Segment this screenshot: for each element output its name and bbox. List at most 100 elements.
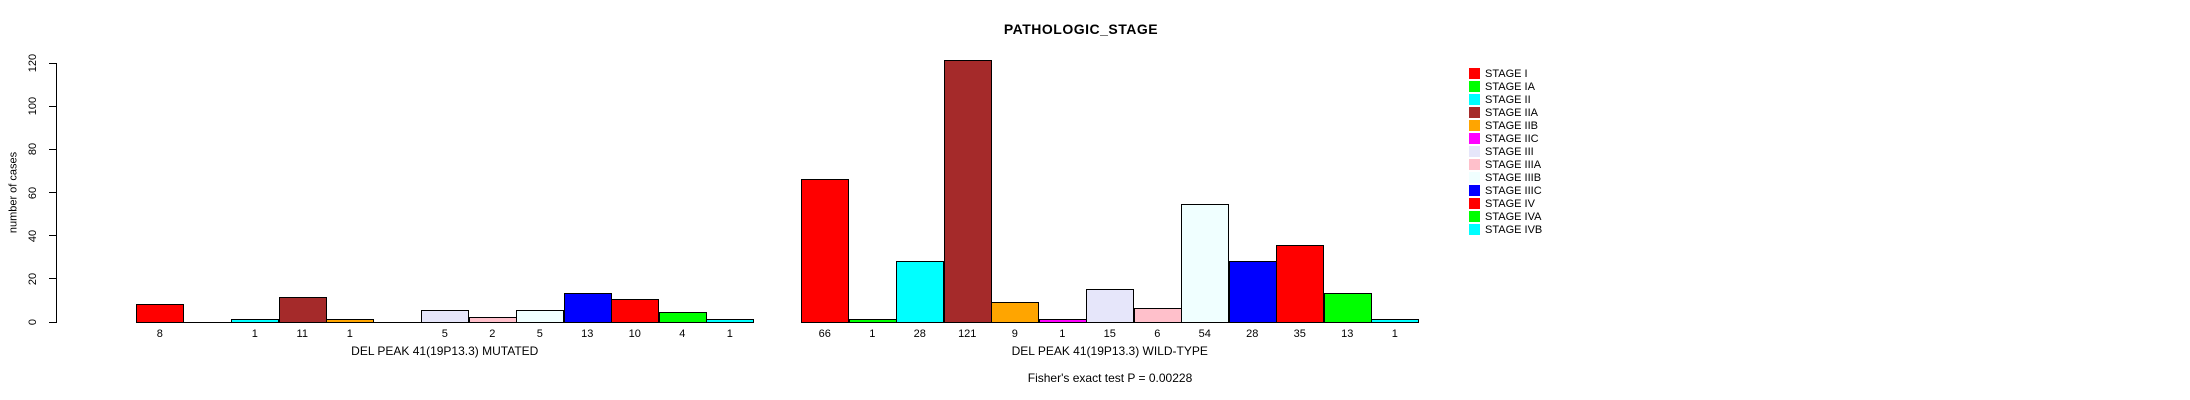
fisher-test-annotation: Fisher's exact test P = 0.00228 xyxy=(1027,371,1193,385)
bar-stage-iib xyxy=(991,302,1039,323)
legend-swatch xyxy=(1469,185,1480,196)
bar-value-label: 13 xyxy=(1341,328,1354,340)
bar-value-label: 4 xyxy=(679,328,686,340)
bar-value-label: 2 xyxy=(489,328,496,340)
bar-value-label: 9 xyxy=(1011,328,1018,340)
legend-item: STAGE IIC xyxy=(1469,132,1542,145)
legend-swatch xyxy=(1469,198,1480,209)
y-axis-tick xyxy=(49,321,57,323)
bar-value-label: 5 xyxy=(441,328,448,340)
x-axis-group-label: DEL PEAK 41(19P13.3) MUTATED xyxy=(351,344,539,358)
bar-value-label: 35 xyxy=(1293,328,1306,340)
legend-item: STAGE IVA xyxy=(1469,210,1542,223)
y-axis-tick-label: 80 xyxy=(27,143,39,156)
bar-value-label: 1 xyxy=(1059,328,1066,340)
legend-swatch xyxy=(1469,133,1480,144)
legend: STAGE I STAGE IA STAGE II STAGE IIA STAGE II… xyxy=(1469,67,1542,236)
legend-swatch xyxy=(1469,120,1480,131)
legend-label: STAGE IIIC xyxy=(1485,184,1542,197)
y-axis-tick xyxy=(49,278,57,280)
bar-value-label: 1 xyxy=(346,328,353,340)
legend-item: STAGE IV xyxy=(1469,197,1542,210)
legend-label: STAGE IIB xyxy=(1485,119,1538,132)
bar-stage-iib xyxy=(326,319,374,323)
legend-item: STAGE II xyxy=(1469,93,1542,106)
legend-label: STAGE IIC xyxy=(1485,132,1539,145)
y-axis-line xyxy=(56,63,57,323)
legend-label: STAGE III xyxy=(1485,145,1534,158)
legend-item: STAGE IIIC xyxy=(1469,184,1542,197)
bar-stage-ivb xyxy=(1371,319,1419,323)
y-axis-tick-label: 40 xyxy=(27,229,39,242)
bar-stage-iiib xyxy=(516,310,564,323)
bar-value-label: 8 xyxy=(156,328,163,340)
legend-label: STAGE I xyxy=(1485,67,1528,80)
legend-label: STAGE IA xyxy=(1485,80,1535,93)
chart-title: PATHOLOGIC_STAGE xyxy=(1003,21,1159,37)
bar-stage-iiic xyxy=(563,293,612,323)
bar-stage-iiic xyxy=(1228,261,1277,323)
y-axis-tick xyxy=(49,105,57,107)
legend-label: STAGE II xyxy=(1485,93,1531,106)
bar-value-label: 13 xyxy=(581,328,594,340)
bar-stage-ii xyxy=(896,261,944,323)
bar-value-label: 1 xyxy=(1391,328,1398,340)
legend-swatch xyxy=(1469,159,1480,170)
bar-stage-iv xyxy=(611,299,659,323)
y-axis-tick-label: 100 xyxy=(27,96,39,116)
bar-value-label: 54 xyxy=(1198,328,1211,340)
bar-stage-ia xyxy=(848,319,897,323)
legend-item: STAGE III xyxy=(1469,145,1542,158)
legend-swatch xyxy=(1469,172,1480,183)
bar-value-label: 6 xyxy=(1154,328,1161,340)
bar-value-label: 11 xyxy=(296,328,308,340)
bar-zero-line-stage-iic xyxy=(372,322,423,323)
bar-value-label: 1 xyxy=(726,328,733,340)
y-axis-tick xyxy=(49,235,57,237)
y-axis-tick-label: 20 xyxy=(27,272,39,285)
bar-value-label: 66 xyxy=(818,328,831,340)
bar-value-label: 5 xyxy=(536,328,543,340)
legend-item: STAGE IVB xyxy=(1469,223,1542,236)
legend-item: STAGE IIA xyxy=(1469,106,1542,119)
legend-item: STAGE IIIB xyxy=(1469,171,1542,184)
bar-stage-iiia xyxy=(468,317,517,323)
bar-stage-iia xyxy=(943,60,992,323)
y-axis-tick xyxy=(49,148,57,150)
bar-value-label: 121 xyxy=(958,328,977,340)
legend-swatch xyxy=(1469,211,1480,222)
bar-stage-iii xyxy=(421,310,469,323)
bar-stage-i xyxy=(801,179,849,323)
legend-item: STAGE IIB xyxy=(1469,119,1542,132)
bar-stage-iva xyxy=(658,312,707,323)
bar-stage-iia xyxy=(278,297,327,323)
x-axis-group-label: DEL PEAK 41(19P13.3) WILD-TYPE xyxy=(1011,344,1208,358)
bar-stage-i xyxy=(136,304,184,323)
legend-label: STAGE IV xyxy=(1485,197,1535,210)
legend-swatch xyxy=(1469,224,1480,235)
legend-item: STAGE IA xyxy=(1469,80,1542,93)
bar-value-label: 28 xyxy=(1246,328,1259,340)
legend-swatch xyxy=(1469,68,1480,79)
bar-stage-ii xyxy=(231,319,279,323)
bar-value-label: 1 xyxy=(869,328,876,340)
legend-item: STAGE I xyxy=(1469,67,1542,80)
legend-swatch xyxy=(1469,81,1480,92)
legend-label: STAGE IVB xyxy=(1485,223,1543,236)
legend-label: STAGE IIA xyxy=(1485,106,1538,119)
legend-item: STAGE IIIA xyxy=(1469,158,1542,171)
bar-zero-line-stage-ia xyxy=(182,322,233,323)
y-axis-tick xyxy=(49,62,57,64)
bar-stage-iv xyxy=(1276,245,1324,323)
bar-value-label: 1 xyxy=(251,328,258,340)
bar-stage-iva xyxy=(1323,293,1372,323)
bar-value-label: 10 xyxy=(628,328,641,340)
legend-label: STAGE IIIB xyxy=(1485,171,1542,184)
legend-label: STAGE IVA xyxy=(1485,210,1542,223)
bar-stage-iiib xyxy=(1181,204,1229,323)
y-axis-tick-label: 0 xyxy=(27,318,39,326)
bar-stage-ivb xyxy=(706,319,754,323)
bar-value-label: 28 xyxy=(913,328,926,340)
